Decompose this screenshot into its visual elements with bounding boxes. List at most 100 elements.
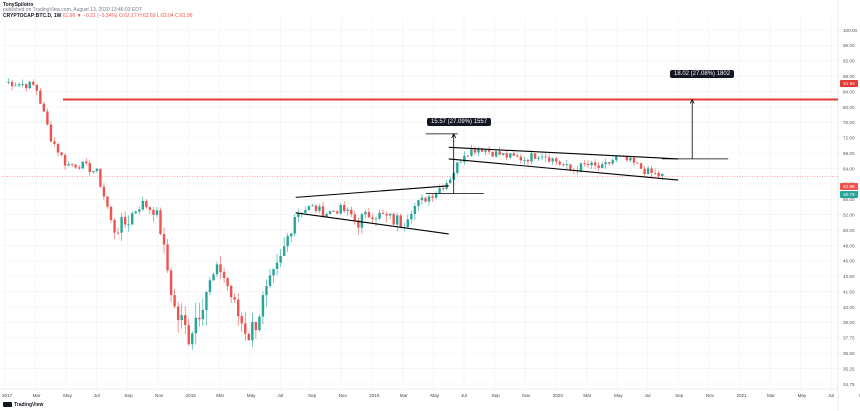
candle-down[interactable] xyxy=(558,161,561,165)
candle-up[interactable] xyxy=(215,264,219,275)
candle-up[interactable] xyxy=(551,158,554,162)
measure-label-2[interactable]: 18.02 (27.08%) 1802 xyxy=(670,70,735,78)
candle-down[interactable] xyxy=(480,148,484,152)
candle-up[interactable] xyxy=(449,179,452,184)
candle-up[interactable] xyxy=(268,275,272,286)
candle-up[interactable] xyxy=(325,213,328,217)
candle-down[interactable] xyxy=(392,213,395,225)
candle-down[interactable] xyxy=(335,211,339,214)
candle-down[interactable] xyxy=(371,217,374,220)
candle-up[interactable] xyxy=(127,224,130,226)
candle-up[interactable] xyxy=(201,310,205,320)
candle-up[interactable] xyxy=(565,164,569,166)
candle-down[interactable] xyxy=(608,162,611,164)
candle-up[interactable] xyxy=(258,316,261,331)
candle-up[interactable] xyxy=(646,168,650,175)
candle-up[interactable] xyxy=(17,84,21,86)
candle-down[interactable] xyxy=(102,186,106,197)
candle-up[interactable] xyxy=(502,153,505,155)
candle-up[interactable] xyxy=(438,188,441,194)
candle-up[interactable] xyxy=(275,262,279,269)
candle-up[interactable] xyxy=(14,85,17,87)
candle-up[interactable] xyxy=(92,171,95,173)
candle-down[interactable] xyxy=(173,295,176,307)
channel-line-3[interactable] xyxy=(448,146,679,160)
candle-up[interactable] xyxy=(293,216,296,234)
candle-down[interactable] xyxy=(632,157,636,163)
candle-down[interactable] xyxy=(321,206,325,217)
candle-up[interactable] xyxy=(282,246,286,256)
candle-up[interactable] xyxy=(615,155,618,161)
candle-down[interactable] xyxy=(219,264,222,273)
candle-up[interactable] xyxy=(286,236,289,247)
symbol-name[interactable]: CRYPTOCAP:BTC.D, 1W xyxy=(3,13,62,19)
candle-down[interactable] xyxy=(162,234,166,245)
candle-down[interactable] xyxy=(99,168,102,187)
candle-down[interactable] xyxy=(357,220,360,228)
candle-down[interactable] xyxy=(343,205,346,211)
candle-up[interactable] xyxy=(417,200,420,207)
candle-up[interactable] xyxy=(251,321,254,341)
candle-down[interactable] xyxy=(42,103,46,112)
candle-down[interactable] xyxy=(350,209,353,215)
candle-up[interactable] xyxy=(374,218,378,220)
candle-up[interactable] xyxy=(95,168,99,172)
candle-up[interactable] xyxy=(297,213,300,217)
candle-up[interactable] xyxy=(346,209,349,211)
candle-down[interactable] xyxy=(519,156,523,161)
candle-up[interactable] xyxy=(328,211,332,214)
candle-down[interactable] xyxy=(505,153,508,158)
candle-down[interactable] xyxy=(106,196,109,207)
candle-down[interactable] xyxy=(516,155,519,157)
candle-down[interactable] xyxy=(593,162,597,166)
candle-down[interactable] xyxy=(547,157,551,162)
candle-up[interactable] xyxy=(456,162,459,173)
candle-up[interactable] xyxy=(396,215,399,225)
candle-up[interactable] xyxy=(81,161,84,169)
candle-up[interactable] xyxy=(463,155,466,162)
candle-down[interactable] xyxy=(187,325,190,345)
candle-down[interactable] xyxy=(544,156,547,158)
candle-down[interactable] xyxy=(424,197,427,202)
candle-up[interactable] xyxy=(311,205,314,207)
candle-up[interactable] xyxy=(208,280,212,293)
candle-down[interactable] xyxy=(353,214,357,221)
candle-down[interactable] xyxy=(39,90,42,104)
candle-down[interactable] xyxy=(145,200,148,208)
candle-down[interactable] xyxy=(198,317,201,320)
candle-down[interactable] xyxy=(70,164,74,165)
candle-down[interactable] xyxy=(32,81,35,85)
candle-down[interactable] xyxy=(562,164,565,166)
candle-up[interactable] xyxy=(28,81,31,89)
candle-down[interactable] xyxy=(113,220,116,233)
candle-down[interactable] xyxy=(555,158,558,162)
candle-down[interactable] xyxy=(473,149,477,153)
candle-down[interactable] xyxy=(184,315,187,326)
candle-up[interactable] xyxy=(477,148,480,153)
candle-down[interactable] xyxy=(10,81,14,87)
candle-up[interactable] xyxy=(265,285,268,296)
candle-up[interactable] xyxy=(410,213,413,220)
candle-up[interactable] xyxy=(194,317,198,334)
candle-up[interactable] xyxy=(21,84,24,85)
candle-down[interactable] xyxy=(657,172,660,177)
candle-down[interactable] xyxy=(63,155,67,166)
candle-down[interactable] xyxy=(123,217,127,225)
candle-up[interactable] xyxy=(406,219,410,228)
candle-down[interactable] xyxy=(625,155,629,161)
candle-up[interactable] xyxy=(530,153,533,162)
candle-up[interactable] xyxy=(470,149,473,156)
candle-up[interactable] xyxy=(459,161,463,163)
candle-down[interactable] xyxy=(116,232,120,234)
candle-up[interactable] xyxy=(509,153,512,158)
candle-down[interactable] xyxy=(244,323,247,334)
candle-up[interactable] xyxy=(413,206,417,214)
candle-down[interactable] xyxy=(148,207,152,210)
candle-down[interactable] xyxy=(381,212,385,214)
candle-down[interactable] xyxy=(247,333,251,341)
candle-up[interactable] xyxy=(523,159,526,161)
candle-down[interactable] xyxy=(597,165,600,169)
candle-down[interactable] xyxy=(166,244,169,271)
candle-down[interactable] xyxy=(88,163,92,173)
candle-down[interactable] xyxy=(74,164,77,168)
